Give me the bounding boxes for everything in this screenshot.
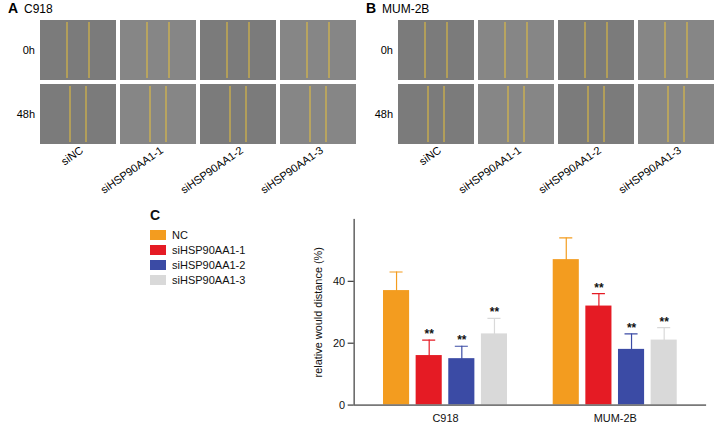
svg-text:C918: C918: [24, 2, 53, 16]
html-text:C: C: [150, 207, 161, 223]
svg-text:relative would distance (%): relative would distance (%): [312, 247, 324, 377]
svg-text:siNC: siNC: [59, 144, 85, 168]
svg-text:siNC: siNC: [417, 144, 443, 168]
html-text:siHSP90AA1-3: siHSP90AA1-3: [172, 274, 246, 286]
svg-text:40: 40: [333, 275, 345, 287]
svg-text:0h: 0h: [381, 44, 393, 56]
svg-text:MUM-2B: MUM-2B: [382, 2, 429, 16]
svg-text:MUM-2B: MUM-2B: [594, 412, 637, 424]
svg-text:siHSP90AA1-2: siHSP90AA1-2: [178, 144, 245, 196]
svg-text:B: B: [366, 0, 376, 16]
svg-text:siHSP90AA1-2: siHSP90AA1-2: [536, 144, 603, 196]
html-text:siHSP90AA1-1: siHSP90AA1-1: [172, 244, 246, 256]
svg-text:48h: 48h: [375, 108, 393, 120]
svg-text:C918: C918: [432, 412, 458, 424]
svg-text:**: **: [457, 333, 467, 347]
html-text:siHSP90AA1-2: siHSP90AA1-2: [172, 259, 246, 271]
svg-text:48h: 48h: [17, 108, 35, 120]
svg-text:siHSP90AA1-1: siHSP90AA1-1: [456, 144, 523, 196]
svg-text:0h: 0h: [23, 44, 35, 56]
svg-text:**: **: [490, 305, 500, 319]
svg-text:**: **: [627, 321, 637, 335]
svg-text:siHSP90AA1-3: siHSP90AA1-3: [616, 144, 683, 196]
svg-text:A: A: [8, 0, 18, 16]
svg-text:siHSP90AA1-1: siHSP90AA1-1: [98, 144, 165, 196]
svg-text:20: 20: [333, 337, 345, 349]
svg-text:siHSP90AA1-3: siHSP90AA1-3: [258, 144, 325, 196]
html-text:NC: NC: [172, 229, 188, 241]
svg-text:0: 0: [339, 399, 345, 411]
svg-text:**: **: [594, 281, 604, 295]
svg-text:**: **: [659, 315, 669, 329]
svg-text:**: **: [424, 327, 434, 341]
